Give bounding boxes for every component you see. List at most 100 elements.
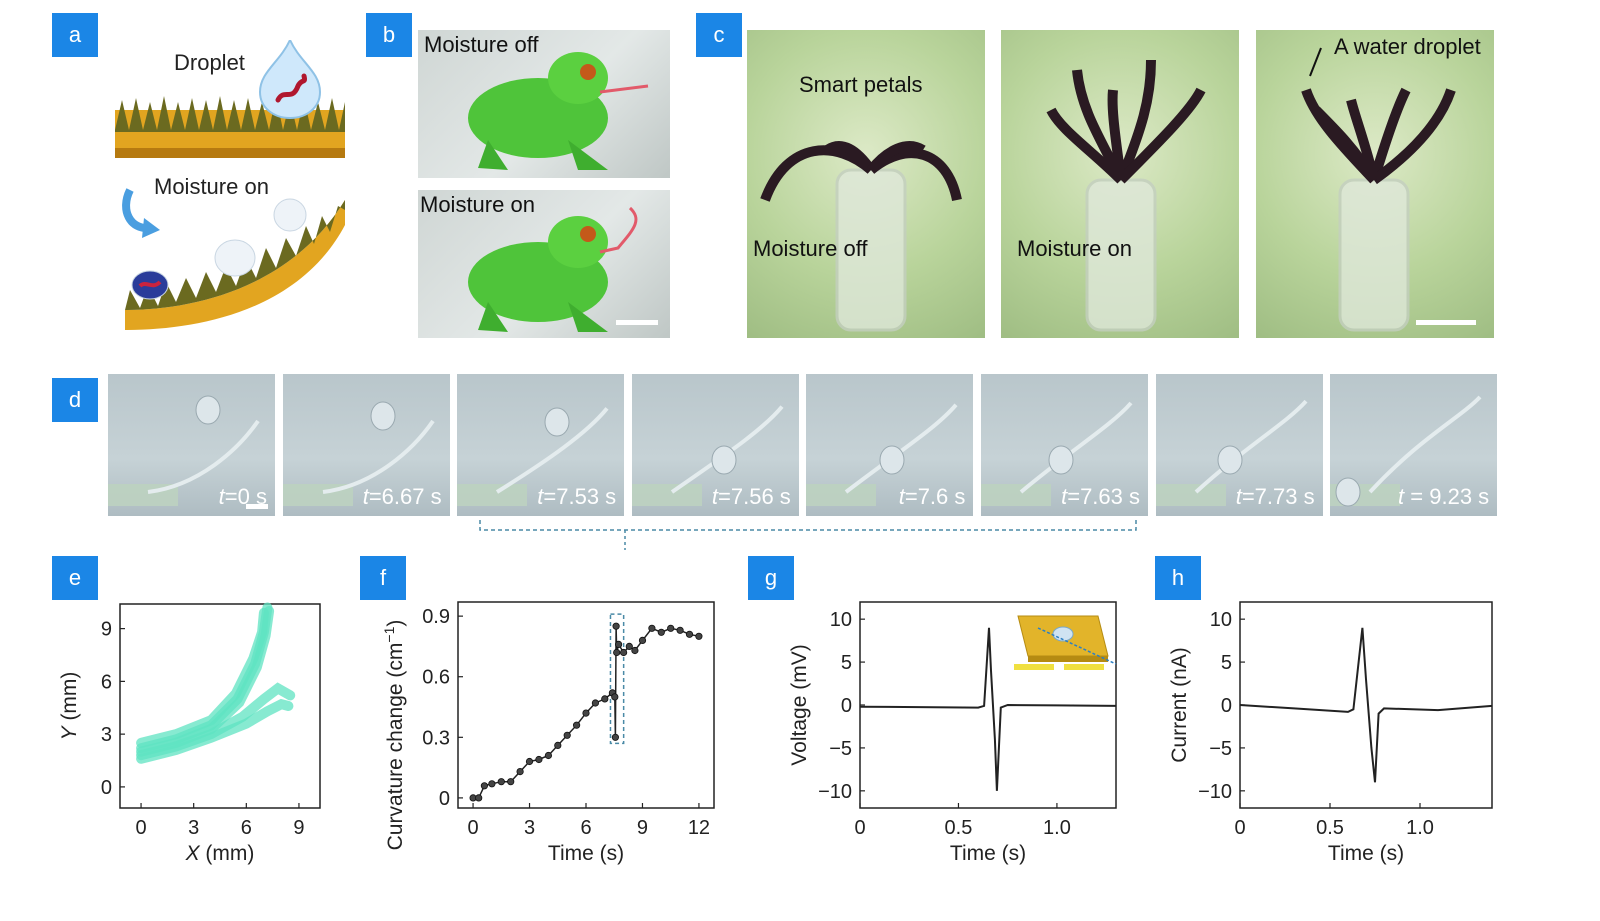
data-point: [613, 648, 621, 657]
frame-droplet: [1335, 477, 1361, 507]
y-axis-label: Voltage (mV): [788, 644, 811, 765]
time-frame-2: t=7.53 s: [457, 374, 625, 516]
frame-drawing: [1155, 399, 1308, 506]
frame-base: [1155, 484, 1226, 506]
moisture-on-label-b: Moisture on: [420, 192, 535, 217]
frame-drawing: [108, 395, 260, 506]
petal-photo-3: A water droplet: [1256, 30, 1494, 338]
trajectory-line: [136, 606, 275, 757]
petal: [1346, 98, 1379, 182]
moisture-on-label: Moisture on: [154, 174, 269, 199]
frog-photo-moisture-on: Moisture on: [418, 190, 670, 338]
data-point: [497, 778, 505, 786]
time-value: =6.67 s: [368, 484, 442, 509]
x-axis-unit: (mm): [200, 842, 255, 865]
frame-base: [457, 484, 528, 506]
frame-droplet: [195, 395, 221, 425]
arrow-head-icon: [142, 218, 160, 238]
flat-slab-edge: [115, 148, 345, 158]
x-tick-label: 6: [241, 817, 252, 839]
data-point: [516, 768, 524, 776]
y-axis-label-prefix: Curvature change (cm: [384, 643, 407, 851]
scale-bar-b: [616, 320, 658, 325]
time-symbol: t: [1398, 484, 1405, 509]
panel-b-tag: b: [366, 13, 412, 57]
x-tick-label: 12: [688, 817, 710, 839]
y-tick-label: 0.6: [422, 667, 450, 689]
petal: [1371, 88, 1456, 185]
x-tick-label: 9: [293, 817, 304, 839]
droplet-on-surface-1: [214, 239, 256, 277]
data-point: [611, 693, 619, 701]
data-point: [582, 709, 590, 717]
petal: [1107, 89, 1126, 181]
zoom-bracket: [479, 520, 1137, 550]
time-frame-3: t=7.56 s: [631, 374, 799, 516]
frame-drawing: [1330, 395, 1482, 507]
x-tick-label: 0: [467, 817, 478, 839]
panel-e-tag: e: [52, 556, 98, 600]
petal-svg-3: [1301, 47, 1456, 332]
frame-strip: [496, 407, 609, 494]
data-point: [573, 721, 581, 729]
panel-h-tag: h: [1155, 556, 1201, 600]
frame-base: [631, 484, 702, 506]
frame-strip: [1368, 395, 1482, 494]
time-symbol: t: [218, 484, 225, 509]
device-electrode: [1014, 664, 1054, 670]
frame-time-label: t=7.56 s: [712, 484, 791, 510]
data-point: [638, 636, 647, 645]
data-point: [535, 755, 543, 764]
smart-petals-label: Smart petals: [799, 72, 923, 97]
x-axis-symbol: X: [185, 842, 201, 865]
x-tick-label: 0.5: [945, 817, 973, 839]
bracket-line: [479, 520, 1137, 531]
data-point: [648, 624, 656, 632]
time-symbol: t: [898, 484, 905, 509]
petal: [1116, 59, 1156, 182]
y-axis-label-suffix: ): [384, 620, 407, 627]
panel-c-tag: c: [696, 13, 742, 57]
frog-leg: [478, 140, 508, 170]
frog-photo-moisture-off: Moisture off: [418, 30, 670, 178]
time-lapse-strip: t=0 s t=6.67 s t=7.53 s t=7.56 s t=7.6 s t=7.…: [108, 374, 1498, 516]
scale-bar-d: [246, 504, 268, 509]
time-value: = 9.23 s: [1404, 484, 1490, 509]
frog-leg-2: [568, 302, 608, 332]
data-point: [525, 757, 534, 766]
moisture-off-label-c: Moisture off: [753, 236, 868, 261]
droplet-on-surface-2: [273, 198, 307, 232]
time-frame-0: t=0 s: [108, 374, 275, 516]
panel-a-schematic: Droplet Moisture on: [100, 37, 380, 340]
data-point: [611, 733, 619, 741]
data-point: [625, 642, 633, 651]
y-tick-label: 6: [101, 671, 112, 693]
data-point: [620, 648, 628, 657]
data-point: [612, 622, 620, 630]
petal: [1301, 88, 1378, 184]
x-tick-label: 3: [524, 817, 535, 839]
frog-head: [548, 52, 608, 104]
frog-eye: [580, 226, 596, 242]
data-point: [554, 741, 562, 749]
trajectory-line: [136, 698, 294, 764]
frame-time-label: t=7.63 s: [1061, 484, 1140, 510]
frog-tongue-curled: [599, 206, 638, 254]
y-axis-unit: (mm): [58, 672, 81, 727]
time-frame-5: t=7.63 s: [981, 374, 1148, 516]
time-symbol: t: [1235, 484, 1242, 509]
frog-off-svg: [468, 52, 649, 170]
y-tick-label: −5: [829, 738, 852, 760]
x-tick-label: 9: [637, 817, 648, 839]
y-tick-label: 5: [841, 652, 852, 674]
device-inset: [1014, 615, 1117, 670]
data-point: [695, 632, 703, 640]
y-axis-symbol: Y: [58, 724, 81, 740]
time-value: =7.73 s: [1241, 484, 1315, 509]
worm-icon: [275, 73, 307, 103]
y-tick-label: 0.3: [422, 727, 450, 749]
time-symbol: t: [1061, 484, 1068, 509]
frame-time-label: t=7.53 s: [537, 484, 616, 510]
data-point: [480, 782, 489, 790]
frog-tongue: [599, 84, 649, 94]
